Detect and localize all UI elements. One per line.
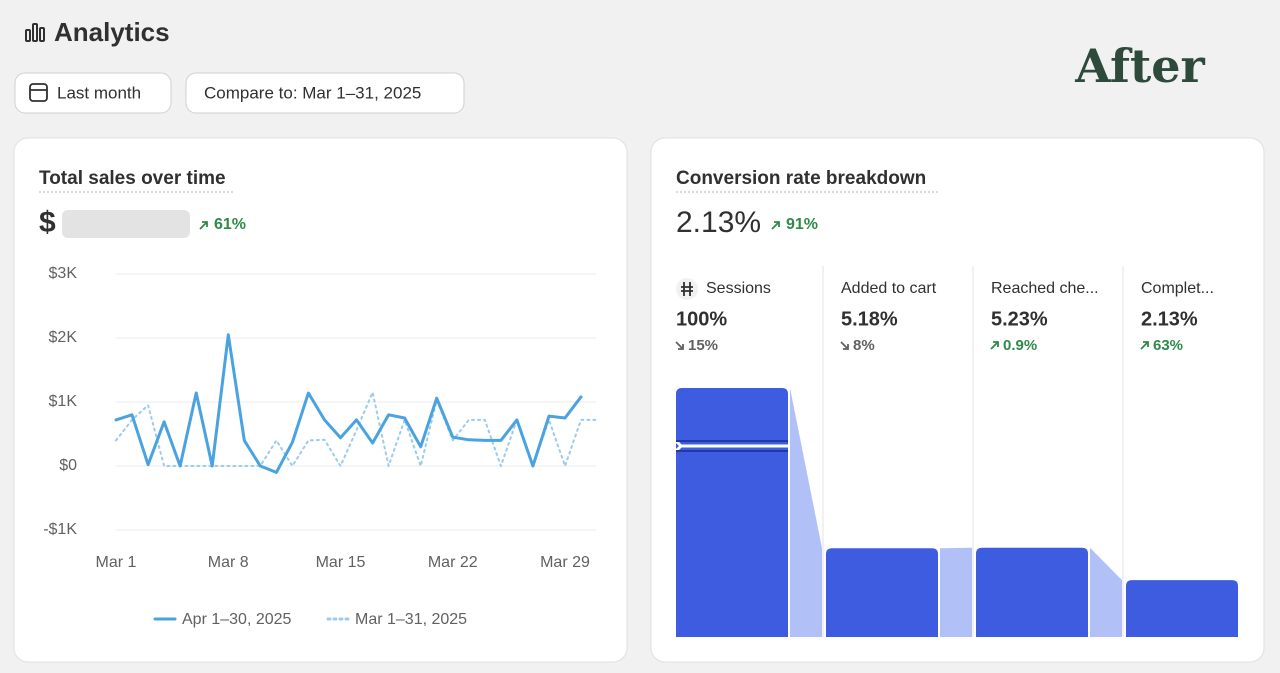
x-tick-label: Mar 8 <box>208 554 249 571</box>
page-title: Analytics <box>54 17 170 47</box>
y-tick-label: $2K <box>49 329 78 346</box>
summary: 2.13% <box>676 206 761 239</box>
stage-change: 8% <box>853 337 875 354</box>
axis-break <box>674 439 788 453</box>
x-tick-label: Mar 22 <box>428 554 478 571</box>
funnel-bar <box>826 548 938 637</box>
button-label[interactable]: Compare to: Mar 1–31, 2025 <box>204 83 421 102</box>
change: 91% <box>786 216 818 233</box>
legend-label: Mar 1–31, 2025 <box>355 611 467 628</box>
funnel-connector <box>790 388 822 637</box>
change-arrow <box>1140 341 1149 350</box>
date-button[interactable] <box>14 72 172 114</box>
stage-icon <box>681 282 693 296</box>
summary-prefix: $ <box>39 206 56 239</box>
stage-name: Complet... <box>1141 280 1214 297</box>
change-arrow <box>199 221 208 230</box>
stage-change: 15% <box>688 337 718 354</box>
stage-change: 63% <box>1153 337 1183 354</box>
x-tick-label: Mar 29 <box>540 554 590 571</box>
stage-name: Sessions <box>706 280 771 297</box>
stage-icon-bg <box>676 278 698 300</box>
series-line <box>114 333 583 474</box>
stage-value: 5.18% <box>841 308 898 330</box>
card-title: Conversion rate breakdown <box>676 168 926 189</box>
funnel-connector <box>940 547 972 637</box>
y-tick-label: $1K <box>49 393 78 410</box>
calendar-icon <box>29 83 48 102</box>
blurred-value <box>62 210 190 238</box>
analytics-icon <box>25 23 45 42</box>
change-arrow <box>771 221 780 230</box>
stage-value: 100% <box>676 308 727 330</box>
y-tick-label: $0 <box>59 457 77 474</box>
change-arrow <box>990 341 999 350</box>
stage-name: Added to cart <box>841 280 937 297</box>
stage-change: 0.9% <box>1003 337 1037 354</box>
card-title: Total sales over time <box>39 168 226 189</box>
y-tick-label: -$1K <box>43 521 77 538</box>
funnel-connector <box>1090 547 1122 637</box>
stage-value: 5.23% <box>991 308 1048 330</box>
funnel-bar <box>676 388 788 637</box>
stage-name: Reached che... <box>991 280 1099 297</box>
change: 61% <box>214 216 246 233</box>
change-arrow <box>840 341 849 350</box>
stage-value: 2.13% <box>1141 308 1198 330</box>
badge: After <box>1074 39 1205 93</box>
funnel-bar <box>1126 580 1238 637</box>
x-tick-label: Mar 1 <box>96 554 137 571</box>
compare-button[interactable] <box>185 72 465 114</box>
card <box>13 137 628 663</box>
y-tick-label: $3K <box>49 265 78 282</box>
legend-label: Apr 1–30, 2025 <box>182 611 292 628</box>
change-arrow <box>675 341 684 350</box>
funnel-bar <box>976 547 1088 637</box>
button-label[interactable]: Last month <box>57 83 141 102</box>
x-tick-label: Mar 15 <box>316 554 366 571</box>
